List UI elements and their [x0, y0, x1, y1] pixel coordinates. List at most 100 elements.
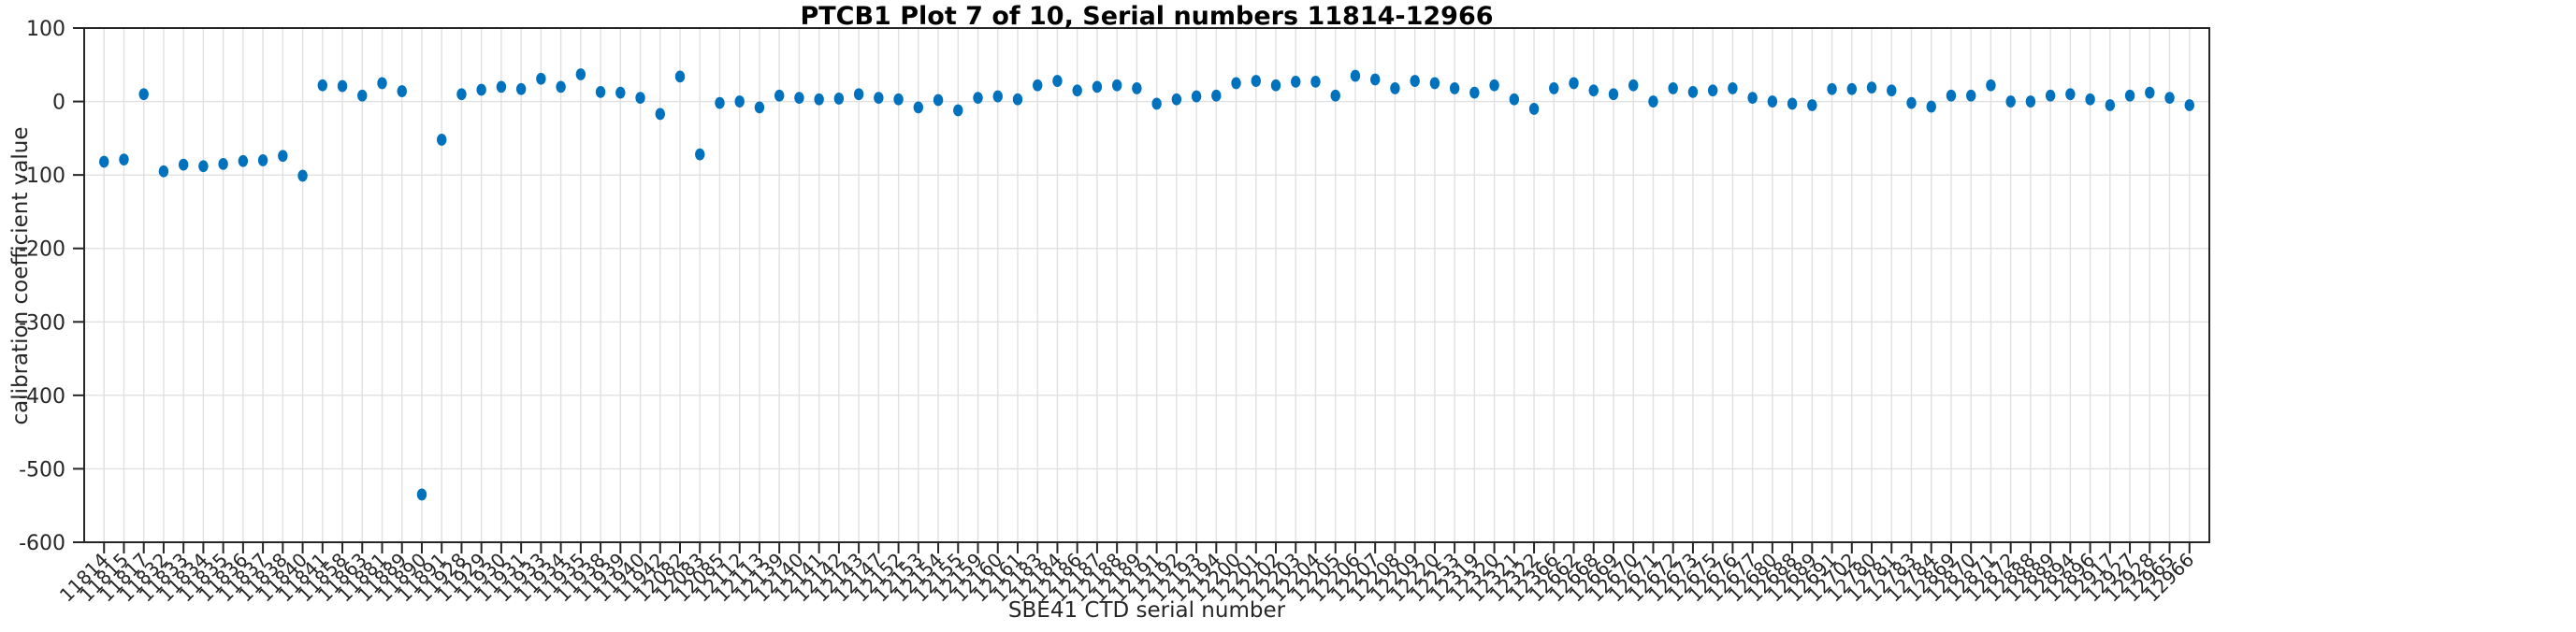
- data-point: [1549, 82, 1559, 94]
- data-point: [158, 165, 169, 178]
- data-point: [913, 101, 924, 114]
- data-point: [536, 72, 546, 85]
- data-point: [833, 93, 845, 105]
- data-point: [556, 80, 566, 93]
- data-point: [1965, 89, 1976, 102]
- data-point: [496, 80, 507, 93]
- data-point: [99, 155, 109, 168]
- data-point: [1092, 80, 1103, 93]
- data-point: [1707, 84, 1718, 97]
- data-point: [198, 160, 209, 173]
- data-point: [1569, 77, 1579, 90]
- data-point: [1906, 96, 1917, 109]
- data-point: [1429, 77, 1440, 90]
- data-point: [1986, 79, 1996, 92]
- data-point: [1728, 82, 1738, 94]
- y-tick-label: -200: [19, 238, 65, 262]
- data-point: [1072, 84, 1082, 97]
- data-point: [2105, 99, 2116, 111]
- data-point: [933, 93, 944, 107]
- data-point: [178, 158, 189, 171]
- data-point: [2124, 89, 2135, 102]
- data-point: [1846, 82, 1857, 95]
- y-tick-label: -400: [19, 385, 65, 409]
- data-point: [794, 92, 804, 105]
- data-point: [515, 82, 527, 95]
- data-point: [278, 150, 288, 163]
- data-point: [1628, 79, 1639, 92]
- data-point: [1648, 95, 1658, 108]
- data-point: [1787, 97, 1798, 110]
- data-point: [754, 101, 765, 114]
- data-point: [2005, 95, 2016, 108]
- data-point: [953, 104, 963, 117]
- chart-title: PTCB1 Plot 7 of 10, Serial numbers 11814…: [800, 2, 1494, 31]
- plot-box: [83, 27, 2210, 543]
- data-point: [615, 86, 626, 99]
- y-tick-label: -100: [19, 165, 65, 188]
- data-point: [1509, 93, 1520, 106]
- data-point: [377, 77, 387, 90]
- data-point: [1747, 92, 1758, 105]
- data-point: [1211, 89, 1222, 102]
- y-axis-label: calibration coefficient value: [8, 126, 33, 425]
- data-point: [1767, 95, 1778, 108]
- data-point: [1608, 88, 1619, 101]
- data-point: [257, 154, 268, 166]
- data-point: [1489, 79, 1499, 92]
- data-point: [397, 85, 407, 97]
- data-point: [1588, 84, 1599, 97]
- data-point: [416, 488, 427, 501]
- data-point: [1528, 103, 1540, 115]
- data-point: [2184, 99, 2194, 111]
- data-point: [1231, 77, 1241, 90]
- data-point: [1012, 93, 1023, 106]
- data-point: [1469, 86, 1480, 99]
- x-axis-label: SBE41 CTD serial number: [1007, 598, 1286, 623]
- data-point: [874, 92, 884, 105]
- data-point: [476, 83, 486, 96]
- data-point: [1310, 75, 1321, 88]
- data-point: [1946, 89, 1957, 102]
- data-point: [119, 153, 129, 166]
- data-point: [853, 88, 864, 101]
- data-point: [1270, 79, 1281, 92]
- data-point: [2164, 92, 2175, 105]
- data-point: [1410, 75, 1420, 87]
- data-point: [357, 89, 368, 102]
- data-point: [1111, 79, 1122, 92]
- data-point: [595, 85, 606, 98]
- data-point: [456, 88, 467, 101]
- data-point: [317, 79, 328, 92]
- data-point: [1449, 82, 1460, 94]
- data-point: [655, 108, 665, 121]
- data-point: [814, 93, 824, 106]
- data-point: [238, 154, 249, 167]
- data-point: [218, 157, 228, 170]
- data-point: [1926, 100, 1936, 113]
- data-point: [1052, 75, 1063, 87]
- data-point: [1251, 75, 1261, 87]
- data-point: [695, 148, 705, 161]
- data-point: [715, 96, 725, 109]
- data-point: [734, 95, 745, 108]
- data-point: [1350, 69, 1361, 82]
- y-tick-label: 0: [52, 92, 65, 115]
- data-point: [1132, 82, 1142, 94]
- data-point: [297, 169, 308, 182]
- data-point: [1866, 81, 1877, 94]
- y-tick-label: -500: [19, 458, 65, 481]
- data-point: [1291, 75, 1301, 88]
- y-tick-label: -600: [19, 532, 65, 555]
- data-point: [1668, 82, 1678, 94]
- data-point: [893, 93, 904, 106]
- data-point: [437, 134, 447, 146]
- data-point: [1687, 85, 1699, 98]
- data-point: [1390, 82, 1400, 94]
- data-point: [674, 70, 686, 83]
- data-point: [1807, 99, 1817, 111]
- data-point: [1171, 93, 1182, 106]
- data-point: [1827, 82, 1837, 95]
